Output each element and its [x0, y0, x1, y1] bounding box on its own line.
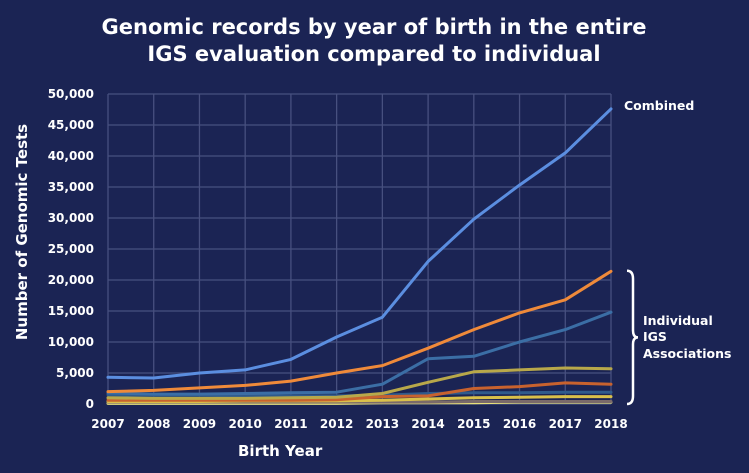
series-lines: [106, 107, 613, 405]
y-tick-label: 50,000: [48, 87, 94, 101]
y-tick-label: 10,000: [48, 335, 94, 349]
y-tick-label: 15,000: [48, 304, 94, 318]
y-axis-ticks: 0 5,000 10,000 15,000 20,000 25,000 30,000 35,0…: [48, 87, 94, 411]
individual-bracket: [626, 269, 639, 406]
series-line: [106, 310, 613, 396]
series-line: [106, 366, 613, 400]
y-tick-label: 5,000: [56, 366, 94, 380]
y-axis-title: Number of Genomic Tests: [13, 124, 31, 340]
x-tick-label: 2007: [91, 417, 124, 431]
y-tick-label: 25,000: [48, 242, 94, 256]
chart-title-line: IGS evaluation compared to individual: [147, 42, 600, 66]
x-tick-label: 2010: [228, 417, 261, 431]
chart-title-line: Genomic records by year of birth in the …: [102, 15, 647, 39]
individual-associations-label: Individual IGS Associations: [643, 313, 731, 361]
x-tick-label: 2014: [411, 417, 444, 431]
x-tick-label: 2015: [457, 417, 490, 431]
individual-label-line: Individual: [643, 313, 713, 328]
x-tick-label: 2017: [549, 417, 582, 431]
x-tick-label: 2009: [183, 417, 216, 431]
y-tick-label: 40,000: [48, 149, 94, 163]
series-line: [106, 269, 613, 394]
x-axis-ticks: 2007 2008 2009 2010 2011 2012 2013 2014 2015 2016…: [91, 417, 627, 431]
series-line: [106, 381, 613, 402]
x-tick-label: 2016: [503, 417, 536, 431]
y-tick-label: 45,000: [48, 118, 94, 132]
x-tick-label: 2012: [320, 417, 353, 431]
x-tick-label: 2011: [274, 417, 307, 431]
x-tick-label: 2013: [366, 417, 399, 431]
individual-label-line: Associations: [643, 346, 731, 361]
x-axis-title: Birth Year: [238, 442, 323, 460]
individual-label-line: IGS: [643, 329, 667, 344]
series-line: [106, 107, 613, 380]
y-tick-label: 35,000: [48, 180, 94, 194]
x-tick-label: 2018: [594, 417, 627, 431]
chart-title: Genomic records by year of birth in the …: [102, 15, 647, 66]
combined-label: Combined: [624, 98, 694, 113]
x-tick-label: 2008: [137, 417, 170, 431]
y-tick-label: 0: [86, 397, 94, 411]
y-tick-label: 20,000: [48, 273, 94, 287]
y-tick-label: 30,000: [48, 211, 94, 225]
